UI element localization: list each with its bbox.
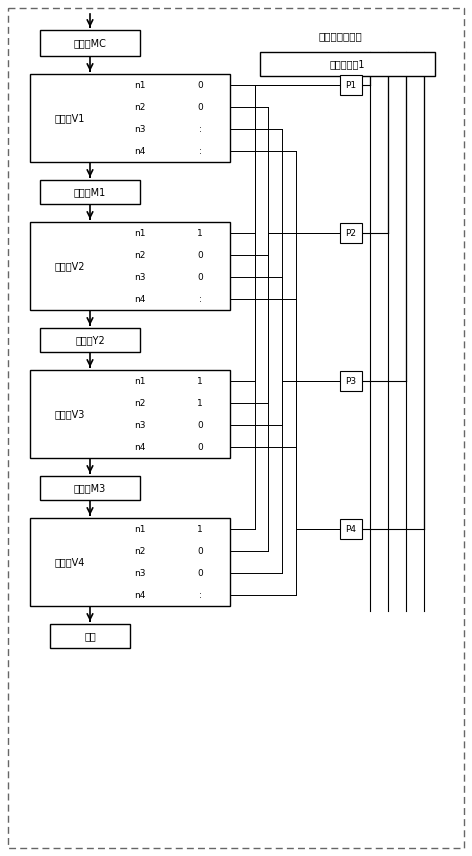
- Text: 储存器V4: 储存器V4: [55, 557, 85, 567]
- Bar: [30, 74, 230, 162]
- Text: 储存器MC: 储存器MC: [74, 38, 107, 48]
- Text: n2: n2: [135, 399, 146, 407]
- Text: n2: n2: [135, 251, 146, 259]
- Text: n4: n4: [135, 591, 146, 599]
- Text: n3: n3: [134, 272, 146, 282]
- Bar: [30, 518, 230, 606]
- Text: 结果: 结果: [84, 631, 96, 641]
- Bar: [40, 476, 140, 500]
- Bar: [260, 52, 435, 76]
- Bar: [340, 75, 362, 95]
- Text: n1: n1: [134, 80, 146, 90]
- Text: :: :: [199, 124, 202, 134]
- Text: 0: 0: [197, 103, 203, 111]
- Text: 1: 1: [197, 525, 203, 533]
- Text: 控车信号发生器: 控车信号发生器: [318, 31, 362, 41]
- Text: 0: 0: [197, 546, 203, 556]
- Bar: [50, 624, 130, 648]
- Text: P1: P1: [346, 80, 356, 90]
- Text: 1: 1: [197, 399, 203, 407]
- Text: 储存器V2: 储存器V2: [55, 261, 85, 271]
- Text: 储存器V1: 储存器V1: [55, 113, 85, 123]
- Bar: [40, 180, 140, 204]
- Bar: [340, 223, 362, 243]
- Text: n1: n1: [134, 377, 146, 385]
- Text: n3: n3: [134, 568, 146, 578]
- Text: n3: n3: [134, 420, 146, 430]
- Text: 1: 1: [197, 229, 203, 237]
- Text: n2: n2: [135, 103, 146, 111]
- Text: :: :: [199, 591, 202, 599]
- Text: 运计器M1: 运计器M1: [74, 187, 106, 197]
- Bar: [30, 370, 230, 458]
- Text: n3: n3: [134, 124, 146, 134]
- Text: n4: n4: [135, 146, 146, 156]
- Text: 运计器M3: 运计器M3: [74, 483, 106, 493]
- Bar: [40, 30, 140, 56]
- Text: 0: 0: [197, 251, 203, 259]
- Text: P4: P4: [346, 525, 356, 533]
- Text: 1: 1: [197, 377, 203, 385]
- Text: n1: n1: [134, 525, 146, 533]
- Bar: [340, 371, 362, 391]
- Text: 0: 0: [197, 272, 203, 282]
- Text: 运计器Y2: 运计器Y2: [75, 335, 105, 345]
- Text: 0: 0: [197, 80, 203, 90]
- Bar: [40, 328, 140, 352]
- Text: 综合信号源1: 综合信号源1: [330, 59, 365, 69]
- Text: 0: 0: [197, 568, 203, 578]
- Text: n2: n2: [135, 546, 146, 556]
- Text: n4: n4: [135, 443, 146, 451]
- Bar: [340, 519, 362, 539]
- Text: P2: P2: [346, 229, 356, 237]
- Text: P3: P3: [346, 377, 356, 385]
- Text: n1: n1: [134, 229, 146, 237]
- Text: 0: 0: [197, 420, 203, 430]
- Bar: [30, 222, 230, 310]
- Text: 储存器V3: 储存器V3: [55, 409, 85, 419]
- Text: :: :: [199, 146, 202, 156]
- Text: n4: n4: [135, 294, 146, 304]
- Text: 0: 0: [197, 443, 203, 451]
- Text: :: :: [199, 294, 202, 304]
